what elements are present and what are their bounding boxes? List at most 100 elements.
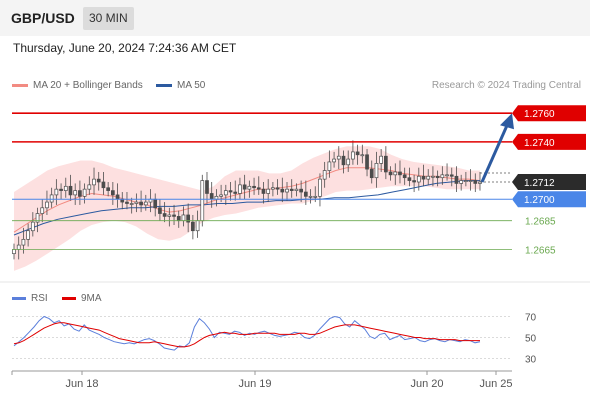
timeframe-button[interactable]: 30 MIN	[83, 7, 134, 30]
candle-body	[360, 154, 365, 157]
candle-body	[365, 154, 369, 170]
level-label-1.2760: 1.2760	[524, 109, 555, 120]
ma50-swatch	[156, 83, 172, 87]
rsi-line	[13, 315, 481, 351]
x-tick-label: Jun 19	[238, 378, 271, 390]
candle-body	[106, 187, 110, 191]
candle-body	[59, 188, 63, 191]
candle-body	[186, 214, 191, 223]
candle-body	[162, 213, 167, 217]
candle-body	[332, 158, 336, 163]
candle-body	[322, 170, 327, 180]
candle-body	[167, 214, 172, 217]
level-tag-1.2740	[512, 133, 586, 150]
ma20-swatch	[12, 83, 28, 87]
ma9-swatch	[62, 296, 76, 300]
header-bar: GBP/USD 30 MIN	[0, 0, 590, 36]
candle-body	[445, 174, 449, 177]
candle-body	[407, 177, 412, 181]
candle-body	[294, 188, 299, 191]
candle-body	[233, 191, 238, 194]
x-tick-label: Jun 25	[479, 378, 512, 390]
candle-body	[219, 194, 223, 197]
legend-ma50: MA 50	[156, 80, 205, 91]
candle-body	[143, 201, 148, 206]
level-label-1.2700: 1.2700	[524, 195, 555, 206]
candle-body	[266, 188, 271, 194]
projection-arrow-head	[500, 113, 514, 130]
candle-body	[402, 174, 407, 179]
current-price-label: 1.2712	[524, 178, 555, 189]
candle-body	[440, 174, 445, 179]
candle-body	[87, 184, 92, 190]
candle-body	[200, 180, 205, 222]
candle-body	[449, 174, 454, 177]
candle-body	[49, 194, 54, 203]
candle-body	[280, 188, 285, 193]
candle-body	[45, 201, 49, 209]
candle-body	[125, 201, 129, 204]
candle-body	[313, 195, 318, 198]
candle-body	[115, 194, 120, 200]
candle-body	[73, 190, 78, 196]
candle-body	[256, 187, 261, 190]
candle-body	[271, 187, 275, 190]
candle-body	[209, 193, 214, 200]
candle-body	[181, 214, 186, 222]
candle-body	[191, 221, 195, 232]
legend-9ma-label: 9MA	[81, 293, 102, 304]
projection-arrow-shaft	[480, 122, 510, 183]
symbol-title: GBP/USD	[11, 10, 75, 26]
candle-body	[63, 185, 68, 191]
candle-body	[195, 220, 200, 232]
candle-body	[238, 184, 242, 194]
candle-body	[468, 180, 473, 182]
legend-ma20: MA 20 + Bollinger Bands	[12, 80, 143, 91]
candle-body	[384, 155, 388, 173]
legend-rsi: RSI	[12, 293, 48, 304]
candle-body	[341, 155, 346, 166]
candle-body	[16, 244, 21, 250]
x-tick-label: Jun 18	[65, 378, 98, 390]
candle-body	[35, 213, 40, 223]
candle-body	[172, 214, 176, 217]
level-label-1.2665: 1.2665	[525, 245, 556, 256]
rsi-swatch	[12, 296, 26, 300]
candle-body	[308, 195, 313, 198]
x-tick-label: Jun 20	[410, 378, 443, 390]
candle-body	[252, 185, 256, 189]
level-label-1.2740: 1.2740	[524, 138, 555, 149]
candle-body	[54, 188, 59, 196]
candle-body	[426, 175, 431, 180]
legend-ma20-label: MA 20 + Bollinger Bands	[33, 80, 143, 91]
candle-body	[82, 188, 87, 197]
candle-body	[275, 187, 280, 190]
rsi-ma9-line	[13, 322, 480, 348]
rsi-tick-70: 70	[525, 313, 537, 324]
legend-rsi-label: RSI	[31, 293, 48, 304]
candle-body	[129, 203, 134, 205]
candle-body	[355, 151, 360, 156]
candle-body	[242, 184, 247, 190]
candle-body	[398, 171, 402, 176]
candle-body	[416, 175, 421, 183]
candle-body	[30, 221, 35, 232]
candle-body	[327, 161, 332, 171]
candle-body	[303, 191, 308, 197]
ma50-line	[13, 180, 480, 236]
candle-body	[454, 175, 459, 184]
rsi-tick-50: 50	[525, 334, 537, 345]
candle-body	[435, 175, 440, 179]
candle-body	[459, 180, 464, 184]
current-price-tag	[512, 174, 586, 190]
candle-body	[421, 175, 426, 180]
candle-body	[101, 181, 106, 189]
candle-body	[158, 207, 162, 214]
rsi-tick-30: 30	[525, 355, 537, 366]
candle-body	[139, 201, 143, 206]
candle-body	[346, 158, 351, 166]
candle-body	[473, 180, 478, 184]
candle-body	[96, 178, 101, 183]
